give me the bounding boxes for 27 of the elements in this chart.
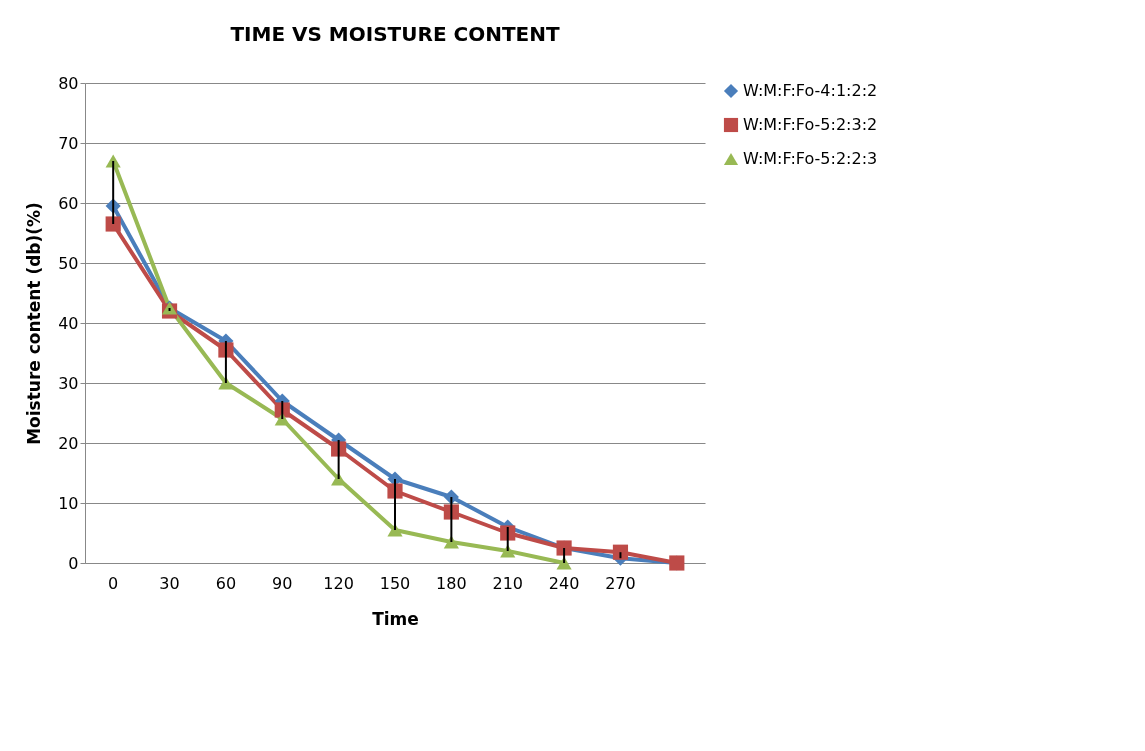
legend-label: W:M:F:Fo-5:2:2:3 [743, 149, 878, 168]
legend-label: W:M:F:Fo-4:1:2:2 [743, 81, 878, 100]
point [105, 216, 121, 232]
y-tick-label: 70 [58, 133, 79, 153]
y-tick-label: 10 [58, 493, 79, 513]
y-tick-label: 30 [58, 373, 79, 393]
chart-title: TIME VS MOISTURE CONTENT [230, 22, 560, 46]
point [612, 544, 629, 560]
y-tick-label: 20 [58, 433, 79, 453]
y-tick-label: 60 [58, 193, 79, 213]
x-tick-label: 210 [492, 573, 523, 593]
y-tick-label: 40 [58, 313, 79, 333]
x-tick-label: 60 [215, 573, 237, 593]
x-tick-label: 30 [159, 573, 180, 593]
x-tick-label: 0 [108, 573, 119, 593]
legend-label: W:M:F:Fo-5:2:3:2 [743, 115, 878, 134]
x-tick-label: 270 [605, 573, 636, 593]
x-tick-label: 180 [436, 573, 467, 593]
y-tick-label: 80 [58, 73, 79, 93]
y-tick-label: 50 [58, 253, 79, 273]
x-tick-label: 120 [323, 573, 354, 593]
x-axis-title: Time [372, 608, 419, 629]
x-tick-label: 150 [379, 573, 411, 593]
x-tick-label: 90 [272, 573, 293, 593]
y-tick-label: 0 [68, 553, 79, 573]
y-axis-title: Moisture content (db)(%) [24, 202, 45, 445]
x-tick-label: 240 [548, 573, 580, 593]
